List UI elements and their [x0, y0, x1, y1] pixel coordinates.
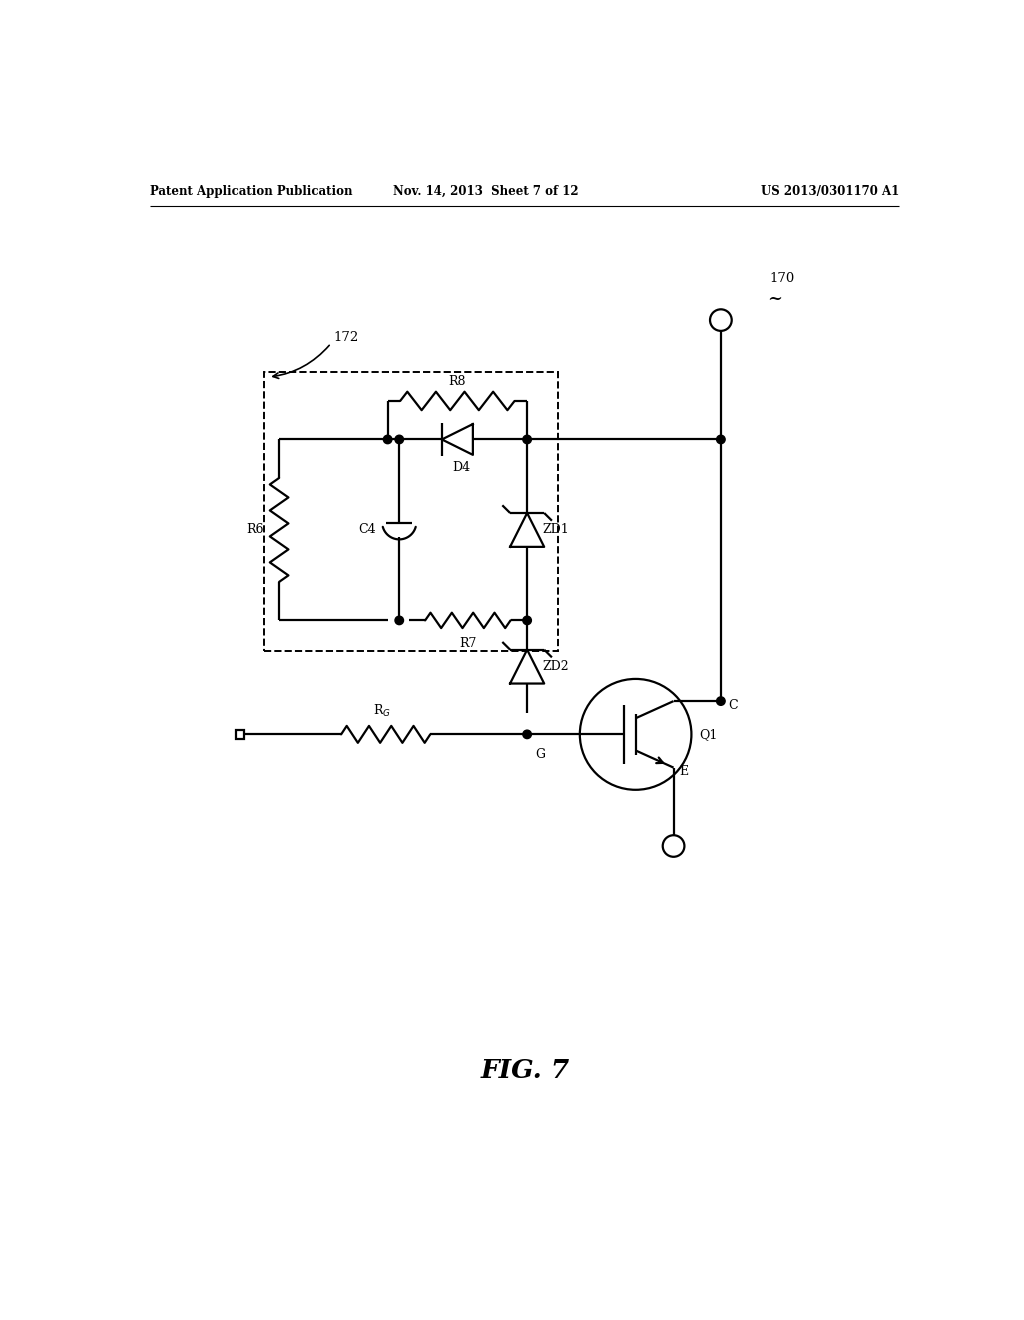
Text: R8: R8 — [449, 375, 466, 388]
Text: FIG. 7: FIG. 7 — [480, 1059, 569, 1084]
Circle shape — [383, 436, 392, 444]
Text: C: C — [729, 698, 738, 711]
Circle shape — [523, 616, 531, 624]
Text: R6: R6 — [246, 524, 263, 536]
Text: E: E — [680, 766, 689, 777]
Text: ~: ~ — [767, 289, 782, 308]
Text: C4: C4 — [358, 524, 376, 536]
Text: D4: D4 — [453, 461, 470, 474]
Circle shape — [717, 697, 725, 705]
Text: US 2013/0301170 A1: US 2013/0301170 A1 — [761, 185, 899, 198]
Bar — [263, 372, 558, 651]
Text: 172: 172 — [334, 330, 358, 343]
Circle shape — [395, 616, 403, 624]
Text: Patent Application Publication: Patent Application Publication — [150, 185, 352, 198]
Text: R$_G$: R$_G$ — [373, 702, 391, 719]
Circle shape — [717, 436, 725, 444]
Text: 170: 170 — [770, 272, 795, 285]
Circle shape — [395, 436, 403, 444]
Text: R7: R7 — [459, 638, 476, 651]
Circle shape — [523, 436, 531, 444]
Text: ZD1: ZD1 — [543, 524, 569, 536]
Bar — [236, 730, 245, 739]
Text: Q1: Q1 — [699, 727, 718, 741]
Text: Nov. 14, 2013  Sheet 7 of 12: Nov. 14, 2013 Sheet 7 of 12 — [393, 185, 579, 198]
Text: ZD2: ZD2 — [543, 660, 569, 673]
Circle shape — [523, 730, 531, 739]
Text: G: G — [535, 748, 545, 762]
